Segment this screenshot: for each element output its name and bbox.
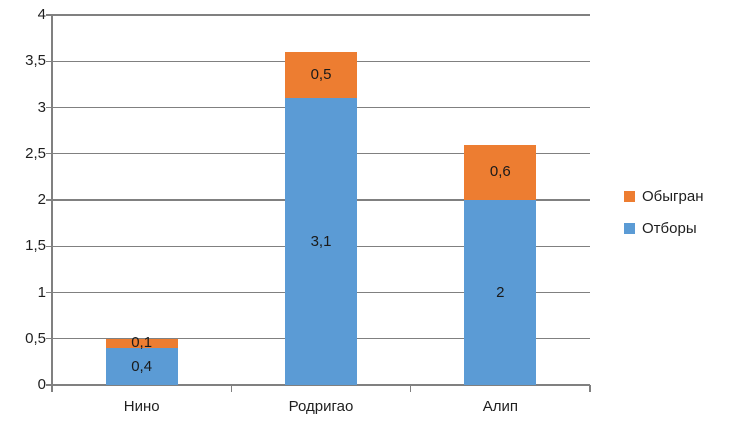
bar-segment-label: 0,4 (131, 357, 153, 375)
bar-segment: 0,6 (464, 144, 537, 200)
legend-label: Обыгран (642, 187, 704, 205)
y-axis-tick (46, 199, 52, 201)
y-axis-tick-label: 2,5 (25, 144, 46, 162)
x-axis-tick (409, 385, 412, 392)
y-axis-tick-label: 0 (37, 376, 46, 393)
y-axis-tick-label: 1 (37, 283, 46, 301)
gridline (52, 14, 590, 16)
category-label: Нино (123, 398, 160, 415)
x-axis-tick (230, 385, 233, 392)
y-axis-tick (46, 338, 52, 340)
y-axis-tick (46, 106, 52, 109)
bar-segment: 3,1 (285, 98, 357, 385)
bar-segment: 0,4 (105, 348, 178, 385)
bar-segment-label: 3,1 (310, 232, 332, 250)
y-axis-tick (46, 14, 52, 16)
bar-segment-label: 0,1 (131, 334, 153, 352)
legend-swatch (624, 222, 635, 234)
bar-segment-label: 0,5 (310, 66, 332, 84)
y-axis-tick-label: 3 (37, 98, 46, 116)
bar-segment-label: 0,6 (489, 163, 511, 181)
legend-swatch (624, 190, 635, 202)
legend-label: Отборы (642, 219, 697, 237)
y-axis-tick-label: 4 (37, 6, 46, 23)
y-axis-tick (46, 245, 52, 247)
legend-item: Обыгран (624, 186, 703, 206)
bar-segment: 2 (464, 200, 537, 385)
y-axis-tick (46, 60, 52, 62)
legend: Обыгран Отборы (624, 186, 703, 238)
y-axis-tick-label: 0,5 (25, 329, 46, 347)
y-axis-tick-label: 2 (37, 191, 46, 208)
bar-segment: 0,5 (285, 52, 357, 99)
x-axis-tick (589, 385, 591, 392)
y-axis-line (51, 15, 53, 392)
y-axis-tick (46, 153, 52, 155)
bar-segment: 0,1 (105, 335, 178, 351)
bar-segment-label: 2 (496, 283, 505, 301)
y-axis-tick-label: 3,5 (25, 52, 46, 70)
y-axis-tick (46, 384, 52, 386)
category-label: Родригао (288, 398, 354, 415)
legend-item: Отборы (624, 218, 703, 238)
y-axis-tick-label: 1,5 (25, 237, 46, 255)
y-axis-tick (46, 291, 52, 294)
category-label: Алип (482, 398, 518, 415)
